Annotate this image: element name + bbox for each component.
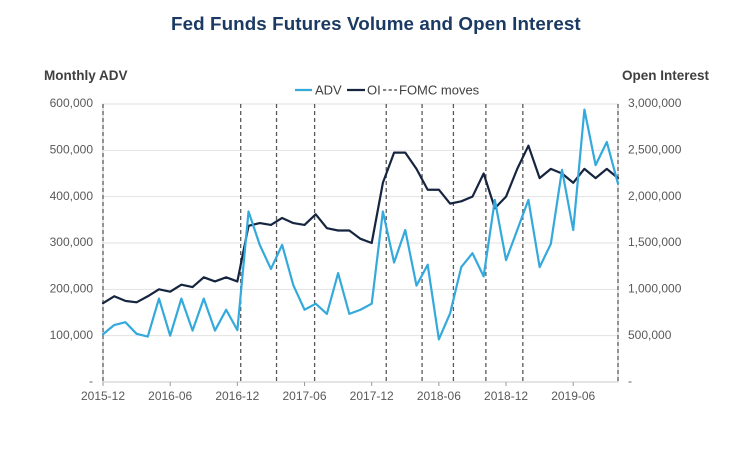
svg-text:2017-12: 2017-12: [350, 389, 394, 403]
svg-text:3,000,000: 3,000,000: [628, 96, 682, 110]
svg-text:500,000: 500,000: [628, 328, 672, 342]
svg-text:300,000: 300,000: [50, 235, 94, 249]
svg-text:2018-12: 2018-12: [484, 389, 528, 403]
svg-text:600,000: 600,000: [50, 96, 94, 110]
svg-text:2,000,000: 2,000,000: [628, 189, 682, 203]
svg-text:1,000,000: 1,000,000: [628, 282, 682, 296]
svg-text:1,500,000: 1,500,000: [628, 235, 682, 249]
svg-text:2018-06: 2018-06: [417, 389, 461, 403]
svg-text:2015-12: 2015-12: [81, 389, 125, 403]
svg-text:-: -: [628, 374, 632, 388]
svg-text:400,000: 400,000: [50, 189, 94, 203]
svg-text:500,000: 500,000: [50, 143, 94, 157]
svg-text:2,500,000: 2,500,000: [628, 143, 682, 157]
svg-text:2019-06: 2019-06: [551, 389, 595, 403]
svg-text:2016-12: 2016-12: [215, 389, 259, 403]
svg-text:-: -: [89, 374, 93, 388]
svg-text:100,000: 100,000: [50, 328, 94, 342]
svg-text:200,000: 200,000: [50, 282, 94, 296]
svg-text:2016-06: 2016-06: [148, 389, 192, 403]
svg-text:2017-06: 2017-06: [282, 389, 326, 403]
